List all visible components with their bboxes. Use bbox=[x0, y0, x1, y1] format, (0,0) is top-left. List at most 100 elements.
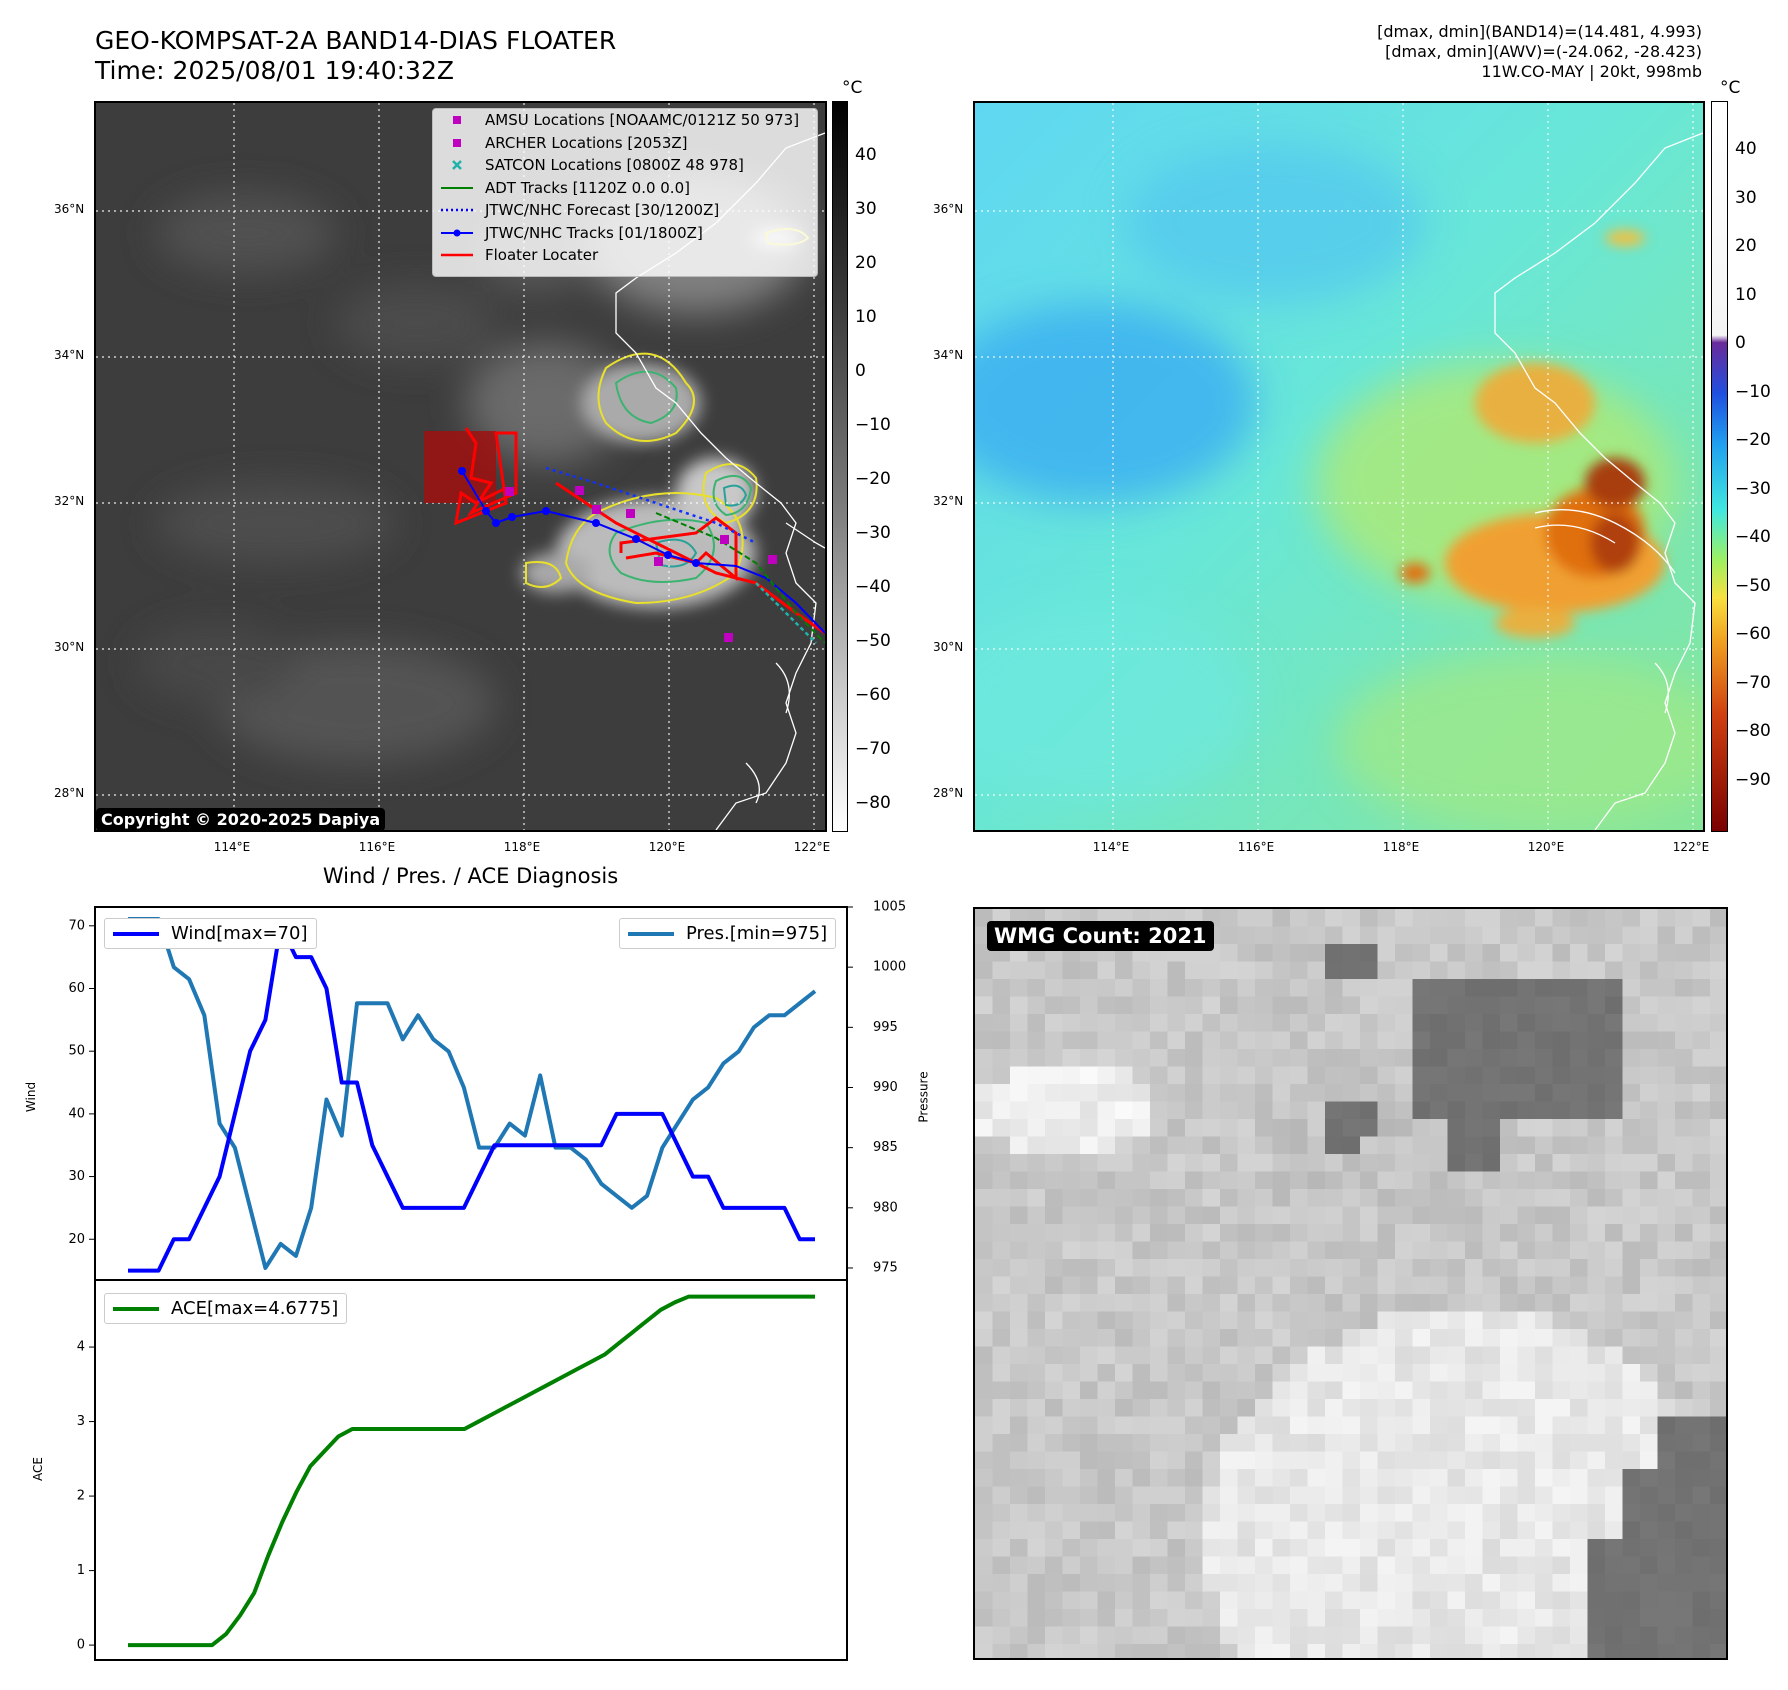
wmg-pixel bbox=[1360, 1469, 1379, 1488]
wmg-pixel bbox=[1640, 1521, 1659, 1540]
wmg-pixel bbox=[1552, 1189, 1571, 1208]
wmg-pixel bbox=[1307, 1066, 1326, 1085]
wmg-pixel bbox=[1710, 1066, 1726, 1085]
wmg-pixel bbox=[1097, 1486, 1116, 1505]
wmg-pixel bbox=[1272, 1416, 1291, 1435]
wmg-pixel bbox=[1710, 1626, 1726, 1645]
wmg-pixel bbox=[1202, 1101, 1221, 1120]
wmg-pixel bbox=[1535, 1346, 1554, 1365]
wmg-pixel bbox=[1430, 1644, 1449, 1658]
wmg-pixel bbox=[1132, 961, 1151, 980]
wmg-pixel bbox=[1412, 1381, 1431, 1400]
wmg-pixel bbox=[1657, 1014, 1676, 1033]
wmg-pixel bbox=[1710, 1189, 1726, 1208]
ir-colorbar-tick: 0 bbox=[855, 361, 866, 381]
wmg-pixel bbox=[975, 1311, 994, 1330]
wmg-pixel bbox=[1692, 944, 1711, 963]
wmg-pixel bbox=[1587, 1644, 1606, 1658]
wmg-pixel bbox=[1482, 1504, 1501, 1523]
wmg-pixel bbox=[1657, 1609, 1676, 1628]
ir-colorbar-tick: −30 bbox=[855, 523, 891, 543]
wmg-pixel bbox=[1692, 1451, 1711, 1470]
wmg-pixel bbox=[1220, 1101, 1239, 1120]
wmg-pixel bbox=[1500, 1521, 1519, 1540]
wmg-pixel bbox=[1062, 1469, 1081, 1488]
wmg-pixel bbox=[1132, 1591, 1151, 1610]
wmg-pixel bbox=[1115, 1276, 1134, 1295]
title-line-1: GEO-KOMPSAT-2A BAND14-DIAS FLOATER bbox=[95, 26, 617, 55]
wmg-pixel bbox=[1465, 1294, 1484, 1313]
wmg-pixel bbox=[1185, 1031, 1204, 1050]
wmg-pixel bbox=[1465, 1556, 1484, 1575]
wmg-pixel bbox=[1447, 1399, 1466, 1418]
wmg-pixel bbox=[1272, 1084, 1291, 1103]
wmg-pixel bbox=[1447, 1609, 1466, 1628]
wmg-pixel bbox=[1307, 1364, 1326, 1383]
wv-colorbar-tick: 40 bbox=[1735, 139, 1757, 159]
wmg-pixel bbox=[1377, 1189, 1396, 1208]
wmg-pixel bbox=[1605, 1539, 1624, 1558]
wmg-pixel bbox=[1132, 1189, 1151, 1208]
ace-legend: ACE[max=4.6775] bbox=[104, 1293, 348, 1324]
wmg-pixel bbox=[1325, 1364, 1344, 1383]
wmg-pixel bbox=[1570, 1451, 1589, 1470]
wmg-pixel bbox=[992, 1609, 1011, 1628]
wmg-pixel bbox=[1622, 1609, 1641, 1628]
lat-tick-label: 36°N bbox=[54, 202, 85, 216]
wmg-pixel bbox=[992, 961, 1011, 980]
wmg-pixel bbox=[1255, 996, 1274, 1015]
wmg-pixel bbox=[1395, 1224, 1414, 1243]
wmg-pixel bbox=[1412, 1539, 1431, 1558]
wmg-pixel bbox=[1027, 1189, 1046, 1208]
wmg-pixel bbox=[1710, 961, 1726, 980]
wmg-pixel bbox=[1640, 1556, 1659, 1575]
wmg-pixel bbox=[1062, 1591, 1081, 1610]
wmg-pixel bbox=[1657, 1101, 1676, 1120]
wmg-pixel bbox=[1552, 1574, 1571, 1593]
wmg-pixel bbox=[1097, 1066, 1116, 1085]
wmg-pixel bbox=[1377, 1084, 1396, 1103]
wmg-pixel bbox=[992, 1276, 1011, 1295]
wmg-pixel bbox=[1657, 1049, 1676, 1068]
wmg-pixel bbox=[1447, 1381, 1466, 1400]
wmg-pixel bbox=[1360, 1014, 1379, 1033]
wmg-pixel bbox=[1482, 1171, 1501, 1190]
wmg-pixel bbox=[1290, 1084, 1309, 1103]
wmg-pixel bbox=[1062, 1206, 1081, 1225]
wmg-pixel bbox=[1535, 1626, 1554, 1645]
wmg-pixel bbox=[1045, 1469, 1064, 1488]
wmg-pixel bbox=[1552, 1364, 1571, 1383]
wmg-pixel bbox=[1395, 961, 1414, 980]
wmg-pixel bbox=[1570, 909, 1589, 928]
wmg-pixel bbox=[1237, 1539, 1256, 1558]
wmg-pixel bbox=[1080, 1364, 1099, 1383]
wmg-pixel bbox=[1202, 1416, 1221, 1435]
wmg-pixel bbox=[1377, 1136, 1396, 1155]
wmg-pixel bbox=[1027, 1119, 1046, 1138]
wmg-pixel bbox=[1115, 1066, 1134, 1085]
wmg-pixel bbox=[1027, 1311, 1046, 1330]
wmg-pixel bbox=[1115, 1626, 1134, 1645]
wmg-pixel bbox=[1202, 1469, 1221, 1488]
wmg-pixel bbox=[1692, 1119, 1711, 1138]
wmg-pixel bbox=[992, 1136, 1011, 1155]
wmg-pixel bbox=[1080, 1504, 1099, 1523]
wmg-pixel bbox=[1150, 1206, 1169, 1225]
wmg-pixel bbox=[1622, 1591, 1641, 1610]
wmg-pixel bbox=[1010, 1014, 1029, 1033]
wmg-pixel bbox=[1377, 1364, 1396, 1383]
wmg-pixel bbox=[1622, 1241, 1641, 1260]
wmg-pixel bbox=[1045, 1049, 1064, 1068]
wmg-pixel bbox=[1220, 926, 1239, 945]
wmg-pixel bbox=[1535, 1049, 1554, 1068]
wmg-pixel bbox=[1185, 1014, 1204, 1033]
wmg-pixel bbox=[1377, 1574, 1396, 1593]
wmg-pixel bbox=[992, 1084, 1011, 1103]
wmg-pixel bbox=[1255, 1119, 1274, 1138]
wmg-pixel bbox=[1202, 961, 1221, 980]
wmg-pixel bbox=[1062, 1381, 1081, 1400]
wmg-pixel bbox=[1430, 1276, 1449, 1295]
wmg-pixel bbox=[1465, 1469, 1484, 1488]
wmg-pixel bbox=[1290, 1119, 1309, 1138]
wmg-pixel bbox=[1342, 1486, 1361, 1505]
